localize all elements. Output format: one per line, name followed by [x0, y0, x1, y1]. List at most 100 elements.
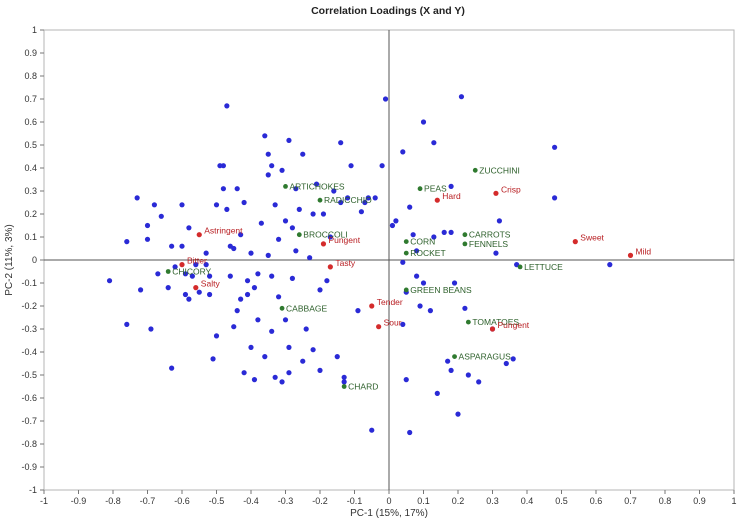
vegetable-label: CORN	[410, 237, 435, 247]
panelist-point	[400, 149, 406, 155]
y-tick-label: 0.5	[24, 140, 37, 150]
panelist-point	[552, 195, 558, 201]
panelist-point	[300, 358, 306, 364]
panelist-point	[276, 294, 282, 300]
panelist-point	[238, 296, 244, 302]
vegetable-label: LETTUCE	[524, 262, 563, 272]
y-tick-label: -0.8	[21, 439, 37, 449]
panelist-point	[552, 144, 558, 150]
panelist-point	[262, 354, 268, 360]
y-axis-ticks: 1 0.9 0.8 0.7 0.6 0.5 0.4 0.3 0.2 0.1 0 -0.1 -0.2 -0.…	[21, 25, 44, 495]
y-tick-label: 0.9	[24, 48, 37, 58]
panelist-point	[279, 167, 285, 173]
attribute-label: Tasty	[335, 258, 356, 268]
panelist-point	[224, 103, 230, 109]
panelist-point	[341, 379, 347, 385]
vegetable-label: CHICORY	[172, 267, 211, 277]
panelist-point	[448, 229, 454, 235]
panelist-point	[427, 308, 433, 314]
attribute-point	[196, 232, 202, 238]
panelist-point	[417, 303, 423, 309]
panelist-point	[241, 199, 247, 206]
panelist-point	[279, 379, 285, 385]
panelist-point	[244, 278, 251, 284]
attribute-points: Astringent Bitter Salty Pungent Tasty Hard Cri…	[179, 184, 651, 332]
vegetable-label: CARROTS	[469, 230, 511, 240]
panelist-point	[407, 204, 413, 210]
panelist-point	[455, 411, 461, 417]
x-tick-label: 0.8	[659, 496, 672, 506]
y-tick-label: -0.5	[21, 370, 37, 380]
panelist-point	[213, 202, 220, 208]
panelist-point	[186, 225, 192, 231]
attribute-point	[193, 285, 199, 291]
panelist-point	[265, 252, 271, 258]
panelist-point	[234, 186, 240, 192]
panelist-point	[441, 229, 447, 235]
y-tick-label: 0	[32, 255, 37, 265]
panelist-point	[310, 347, 316, 353]
attribute-label: Pungent	[498, 320, 530, 330]
panelist-point	[451, 280, 458, 286]
panelist-point	[414, 248, 420, 254]
y-tick-label: -0.1	[21, 278, 37, 288]
panelist-point	[317, 367, 323, 373]
y-tick-label: -0.2	[21, 301, 37, 311]
vegetable-point	[452, 354, 457, 359]
vegetable-points: ZUCCHINI ARTICHOKES PEAS RADICCHIO BROCCOLI C…	[165, 165, 563, 392]
vegetable-label: ROCKET	[410, 248, 445, 258]
attribute-point	[572, 239, 578, 245]
vegetable-point	[517, 264, 523, 270]
attribute-label: Pungent	[328, 235, 360, 245]
panelist-point	[448, 367, 454, 373]
y-tick-label: -0.4	[21, 347, 37, 357]
panelist-points	[106, 94, 613, 436]
vegetable-point	[279, 305, 285, 311]
attribute-label: Bitter	[187, 256, 207, 266]
panelist-point	[241, 370, 247, 376]
panelist-point	[334, 354, 340, 360]
panelist-point	[148, 326, 154, 332]
panelist-point	[124, 239, 130, 245]
y-tick-label: -0.3	[21, 324, 37, 334]
x-tick-label: -0.6	[174, 496, 190, 506]
panelist-point	[269, 273, 275, 279]
y-tick-label: 0.2	[24, 209, 37, 219]
x-tick-label: 0.3	[486, 496, 499, 506]
vegetable-label: CHARD	[348, 382, 378, 392]
vegetable-label: FENNELS	[469, 239, 509, 249]
panelist-point	[348, 163, 354, 169]
x-tick-label: -0.7	[140, 496, 156, 506]
panelist-point	[407, 429, 413, 436]
panelist-point	[134, 195, 140, 201]
panelist-point	[182, 291, 189, 298]
vegetable-point	[465, 319, 471, 325]
x-tick-label: -0.4	[243, 496, 259, 506]
panelist-point	[207, 273, 213, 279]
panelist-point	[220, 163, 226, 169]
panelist-point	[251, 285, 258, 291]
vegetable-point	[403, 250, 409, 256]
x-tick-label: 0.1	[417, 496, 430, 506]
panelist-point	[238, 232, 244, 238]
vegetable-point	[472, 167, 478, 173]
panelist-point	[265, 172, 271, 178]
panelist-point	[186, 296, 192, 302]
panelist-point	[269, 328, 275, 334]
panelist-point	[255, 317, 261, 323]
x-tick-label: 0.7	[624, 496, 637, 506]
panelist-point	[165, 285, 171, 291]
panelist-point	[203, 262, 209, 268]
panelist-point	[144, 236, 151, 242]
attribute-point	[489, 326, 496, 332]
panelist-point	[169, 243, 175, 249]
panelist-point	[293, 248, 299, 254]
panelist-point	[496, 218, 502, 224]
attribute-point	[434, 197, 440, 203]
attribute-label: Sour	[384, 318, 402, 328]
y-tick-label: 0.4	[24, 163, 37, 173]
panelist-point	[372, 195, 378, 201]
vegetable-label: BROCCOLI	[303, 230, 347, 240]
attribute-label: Tender	[377, 297, 403, 307]
